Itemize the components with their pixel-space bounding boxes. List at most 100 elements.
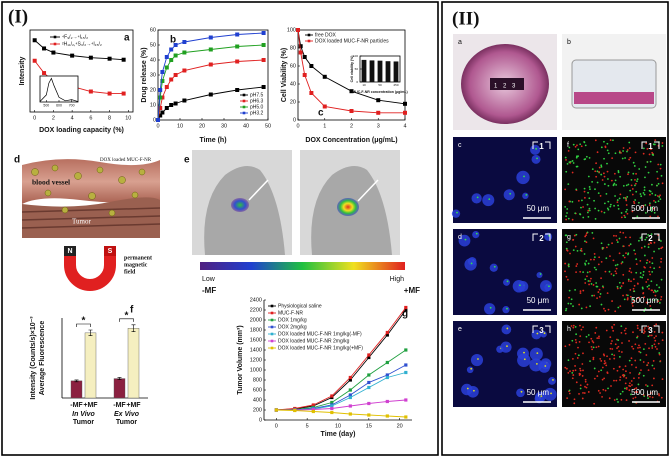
data-point: [367, 401, 371, 406]
cell-dot: [598, 256, 601, 259]
cell-dot: [618, 365, 621, 368]
cell-dot: [643, 186, 646, 189]
cell-dot: [580, 328, 583, 331]
cell-dot: [657, 182, 660, 185]
legend-label: ²H₁₁/₂,⁴S₃/₂→⁴I₁₅/₂: [62, 41, 102, 47]
cell-dot: [629, 267, 632, 270]
cell-dot: [646, 285, 649, 288]
cell-dot: [638, 350, 641, 353]
cell-dot: [610, 179, 613, 182]
cell-dot: [649, 334, 651, 337]
cell-dot: [603, 175, 606, 178]
cell-dot: [643, 245, 646, 248]
cell-dot: [658, 394, 661, 397]
x-axis-label: MUC-F-NR concentration (μg/mL): [352, 90, 407, 94]
cell-dot: [593, 266, 596, 269]
cell-dot: [570, 325, 573, 327]
cell-dot: [565, 218, 568, 221]
cell-dot: [584, 144, 587, 147]
cell-dot: [577, 199, 580, 202]
cell-dot: [587, 215, 590, 218]
cell-dot: [613, 234, 615, 237]
cell-dot: [650, 280, 653, 283]
cell-dot: [597, 389, 600, 392]
data-point: [296, 28, 300, 32]
cell-dot: [642, 274, 645, 276]
cell-dot: [612, 184, 615, 187]
cell-dot: [643, 189, 646, 192]
series-line: [297, 29, 405, 114]
cell-dot: [574, 365, 576, 367]
cell: [544, 283, 552, 291]
cell-dot: [615, 184, 618, 186]
y-tick-label: 10: [150, 102, 156, 108]
cell-dot: [654, 345, 657, 348]
cell-dot: [656, 290, 659, 292]
scale-label: 50 μm: [527, 296, 550, 305]
cell-dot: [657, 200, 660, 203]
cell-dot: [594, 139, 597, 142]
cell-dot: [622, 254, 625, 257]
data-point: [158, 106, 163, 110]
cell-dot: [615, 267, 618, 270]
cell-dot: [579, 335, 582, 338]
cell-dot: [630, 184, 633, 187]
cell-dot: [564, 345, 567, 348]
y-axis-label: Average Fluorescence: [39, 321, 46, 396]
cell-dot: [598, 337, 600, 340]
cell-dot: [653, 299, 656, 302]
cell-dot: [642, 374, 645, 377]
legend-label: DOX loaded MUC-F-NR 1mg/kg(+MF): [278, 345, 363, 351]
y-tick-label: 50: [355, 67, 359, 71]
cell-dot: [611, 157, 614, 160]
cell-dot: [616, 199, 619, 201]
cell-dot: [587, 262, 590, 265]
plot-frame: [29, 29, 134, 113]
cell-dot: [606, 292, 609, 294]
cell-dot: [615, 379, 618, 382]
cell-dot: [656, 348, 658, 350]
cell-dot: [629, 189, 632, 192]
data-point: [235, 32, 240, 37]
bar: [377, 60, 383, 82]
series-line: [276, 399, 406, 411]
x-tick-label: 30: [221, 123, 227, 129]
cell-dot: [622, 281, 625, 284]
y-tick-label: 20: [150, 87, 156, 93]
roi-corner: [532, 141, 551, 149]
cell-dot: [582, 216, 585, 219]
cell-dot: [589, 360, 591, 363]
cell-dot: [574, 145, 577, 148]
x-tick-label: 1: [323, 123, 326, 129]
cell-dot: [595, 346, 598, 349]
cell-dot: [613, 379, 615, 382]
cell-dot: [631, 305, 634, 307]
cell-dot: [603, 377, 606, 380]
cell-dot: [614, 179, 617, 182]
cell-dot: [581, 363, 584, 365]
cell-signal: [535, 147, 538, 150]
cell-dot: [636, 327, 639, 330]
cell-dot: [616, 369, 619, 372]
data-point: [121, 57, 126, 62]
y-tick-label: 0: [153, 117, 156, 123]
cell-dot: [580, 206, 582, 209]
medium: [574, 92, 654, 104]
cell-dot: [620, 262, 623, 265]
cell-dot: [578, 393, 580, 395]
data-point: [160, 70, 165, 74]
scale-label: 500 μm: [631, 388, 658, 397]
cell-dot: [586, 211, 589, 214]
cell-dot: [579, 249, 582, 252]
sample-slot: [490, 78, 524, 90]
x-tick-label: 4: [71, 115, 74, 121]
cell-dot: [568, 200, 571, 203]
cell-dot: [599, 293, 602, 295]
cell-dot: [622, 147, 625, 149]
cell-dot: [603, 211, 606, 214]
cell-dot: [607, 184, 610, 187]
significance-bracket: [76, 323, 91, 327]
cell-dot: [588, 156, 591, 159]
cell-dot: [596, 170, 599, 173]
cell-dot: [596, 151, 599, 154]
